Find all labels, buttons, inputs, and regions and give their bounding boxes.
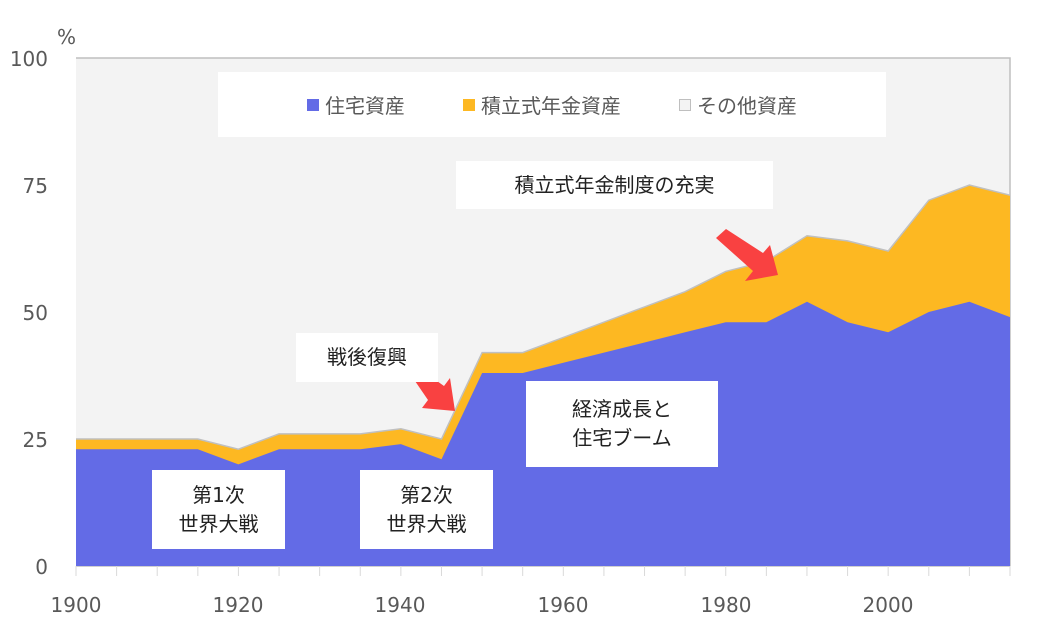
legend-item-pension: 積立式年金資産 (463, 90, 621, 119)
pension-growth-arrow-icon (716, 229, 778, 281)
x-tick-1960: 1960 (538, 593, 589, 617)
annotation-economic-boom: 経済成長と 住宅ブーム (526, 381, 718, 467)
y-tick-0: 0 (35, 555, 48, 579)
x-axis-ticks (75, 566, 1011, 576)
annotation-ww1-line1: 第1次 (192, 482, 245, 507)
x-tick-1900: 1900 (51, 593, 102, 617)
annotation-ww2-line2: 世界大戦 (386, 511, 467, 536)
annotation-ww2-line1: 第2次 (400, 482, 453, 507)
x-tick-1980: 1980 (701, 593, 752, 617)
annotation-ww1-line2: 世界大戦 (178, 511, 259, 536)
pension-swatch-icon (463, 98, 475, 111)
annotation-ww1: 第1次 世界大戦 (152, 470, 285, 549)
annotation-postwar: 戦後復興 (296, 333, 438, 382)
x-tick-2000: 2000 (863, 593, 914, 617)
chart-legend: 住宅資産 積立式年金資産 その他資産 (218, 72, 886, 137)
legend-label-other: その他資産 (697, 94, 797, 118)
annotation-boom-line1: 経済成長と (572, 397, 672, 421)
y-tick-50: 50 (23, 301, 48, 325)
y-tick-100: 100 (10, 47, 48, 71)
legend-item-other: その他資産 (679, 90, 797, 119)
legend-item-housing: 住宅資産 (307, 90, 405, 119)
legend-label-housing: 住宅資産 (325, 94, 405, 118)
legend-label-pension: 積立式年金資産 (481, 94, 621, 118)
other-swatch-icon (679, 98, 691, 111)
annotation-pension-growth: 積立式年金制度の充実 (456, 161, 773, 209)
housing-swatch-icon (307, 98, 319, 111)
annotation-boom-line2: 住宅ブーム (572, 426, 672, 450)
annotation-ww2: 第2次 世界大戦 (360, 470, 493, 549)
x-tick-1920: 1920 (213, 593, 264, 617)
y-tick-25: 25 (23, 428, 48, 452)
y-unit-label: % (57, 25, 76, 49)
x-tick-1940: 1940 (375, 593, 426, 617)
y-tick-75: 75 (23, 174, 48, 198)
total-boundary-line (76, 184, 1011, 450)
annotation-postwar-text: 戦後復興 (327, 345, 407, 369)
annotation-pension-growth-text: 積立式年金制度の充実 (514, 172, 715, 197)
